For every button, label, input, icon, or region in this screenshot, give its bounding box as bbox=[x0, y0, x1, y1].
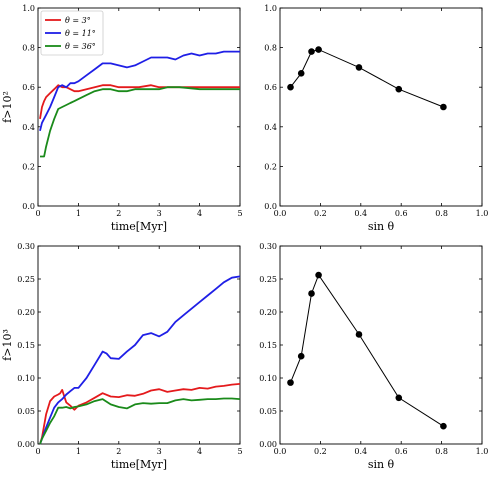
plot-frame bbox=[279, 245, 483, 445]
x-tick-label: 0.2 bbox=[314, 447, 327, 456]
data-point bbox=[355, 331, 363, 338]
series-line-2 bbox=[40, 86, 240, 158]
series-line-0 bbox=[39, 383, 241, 445]
data-point bbox=[308, 290, 315, 297]
data-point bbox=[315, 271, 322, 279]
x-tick-label: 0 bbox=[35, 447, 40, 456]
data-point bbox=[315, 46, 322, 53]
y-tick-label: 0.10 bbox=[17, 374, 35, 383]
x-tick-label: 3 bbox=[157, 209, 162, 218]
chart-top-left: 0 1 2 3 4 5 0.0 0.2 0.4 0.6 0.8 1.0 time[Myr] f>10² θ … bbox=[1, 4, 243, 233]
x-tick-label: 1 bbox=[76, 209, 81, 218]
x-tick-label: 1.0 bbox=[476, 209, 489, 218]
x-tick-label: 2 bbox=[116, 447, 121, 456]
x-axis-label: sin θ bbox=[368, 458, 395, 471]
y-tick-label: 1.0 bbox=[264, 4, 277, 13]
chart-top-right: 0.0 0.2 0.4 0.6 0.8 1.0 0.0 0.2 0.4 0.6 0.8 1.0 sin … bbox=[264, 4, 488, 233]
y-tick-label: 0.6 bbox=[22, 83, 35, 92]
series-line bbox=[290, 273, 444, 427]
y-tick-label: 0.4 bbox=[22, 123, 35, 132]
y-tick-label: 0.6 bbox=[264, 83, 277, 92]
x-tick-label: 0 bbox=[35, 209, 40, 218]
plot-frame bbox=[37, 245, 241, 445]
plot-frame bbox=[37, 7, 241, 207]
y-tick-label: 1.0 bbox=[22, 4, 35, 13]
y-tick-label: 0.25 bbox=[259, 275, 277, 284]
y-tick-label: 0.30 bbox=[259, 242, 277, 251]
legend-entry: θ = 3° bbox=[65, 16, 91, 25]
data-point bbox=[395, 85, 403, 93]
y-tick-label: 0.20 bbox=[17, 308, 35, 317]
y-tick-label: 0.0 bbox=[22, 202, 35, 211]
y-tick-label: 0.00 bbox=[259, 440, 277, 449]
y-tick-label: 0.10 bbox=[259, 374, 277, 383]
x-tick-label: 0.6 bbox=[395, 209, 408, 218]
x-axis-label: sin θ bbox=[368, 220, 395, 233]
chart-bottom-left: 0 1 2 3 4 5 0.00 0.05 0.10 0.15 0.20 0.25 0.30 time[M… bbox=[1, 242, 243, 471]
data-point bbox=[440, 422, 447, 430]
y-axis-label: f>10³ bbox=[1, 329, 14, 361]
y-tick-label: 0.05 bbox=[259, 407, 277, 416]
y-tick-label: 0.30 bbox=[17, 242, 35, 251]
legend-entry: θ = 11° bbox=[65, 29, 96, 38]
x-tick-label: 2 bbox=[116, 209, 121, 218]
y-tick-label: 0.8 bbox=[264, 44, 277, 53]
series-line-1 bbox=[39, 275, 241, 445]
data-point bbox=[297, 70, 305, 77]
data-point bbox=[440, 103, 447, 111]
x-tick-label: 1 bbox=[76, 447, 81, 456]
legend-box bbox=[40, 10, 104, 56]
x-tick-label: 0.6 bbox=[395, 447, 408, 456]
y-tick-label: 0.0 bbox=[264, 202, 277, 211]
y-tick-label: 0.00 bbox=[17, 440, 35, 449]
data-point bbox=[355, 64, 363, 71]
y-tick-label: 0.15 bbox=[17, 341, 35, 350]
series-line bbox=[290, 49, 444, 108]
x-tick-label: 1.0 bbox=[476, 447, 489, 456]
y-tick-label: 0.05 bbox=[17, 407, 35, 416]
y-tick-label: 0.8 bbox=[22, 44, 35, 53]
x-tick-label: 0.4 bbox=[354, 447, 367, 456]
x-axis-label: time[Myr] bbox=[111, 220, 167, 233]
plot-frame bbox=[279, 7, 483, 207]
y-tick-label: 0.20 bbox=[259, 308, 277, 317]
x-tick-label: 5 bbox=[237, 447, 242, 456]
series-line-1 bbox=[39, 50, 240, 132]
data-point bbox=[297, 352, 305, 360]
y-tick-label: 0.4 bbox=[264, 123, 277, 132]
x-tick-label: 0.0 bbox=[274, 447, 287, 456]
x-tick-label: 5 bbox=[237, 209, 242, 218]
data-point bbox=[395, 394, 403, 402]
x-tick-label: 0.0 bbox=[274, 209, 287, 218]
data-point bbox=[308, 48, 315, 55]
y-axis-label: f>10² bbox=[1, 91, 14, 123]
series-line-0 bbox=[39, 84, 240, 120]
x-tick-label: 0.4 bbox=[354, 209, 367, 218]
chart-bottom-right: 0.0 0.2 0.4 0.6 0.8 1.0 0.00 0.05 0.10 0.15 0.20 0.… bbox=[259, 242, 488, 471]
x-axis-label: time[Myr] bbox=[111, 458, 167, 471]
data-point bbox=[287, 83, 294, 91]
y-tick-label: 0.2 bbox=[22, 162, 35, 171]
x-tick-label: 0.8 bbox=[435, 209, 448, 218]
x-tick-label: 3 bbox=[157, 447, 162, 456]
legend-entry: θ = 36° bbox=[65, 42, 96, 51]
y-tick-label: 0.25 bbox=[17, 275, 35, 284]
y-tick-label: 0.2 bbox=[264, 162, 277, 171]
x-tick-label: 4 bbox=[197, 209, 202, 218]
y-tick-label: 0.15 bbox=[259, 341, 277, 350]
data-point bbox=[287, 379, 294, 386]
x-tick-label: 4 bbox=[197, 447, 202, 456]
x-tick-label: 0.8 bbox=[435, 447, 448, 456]
series-line-2 bbox=[39, 397, 241, 445]
x-tick-label: 0.2 bbox=[314, 209, 327, 218]
